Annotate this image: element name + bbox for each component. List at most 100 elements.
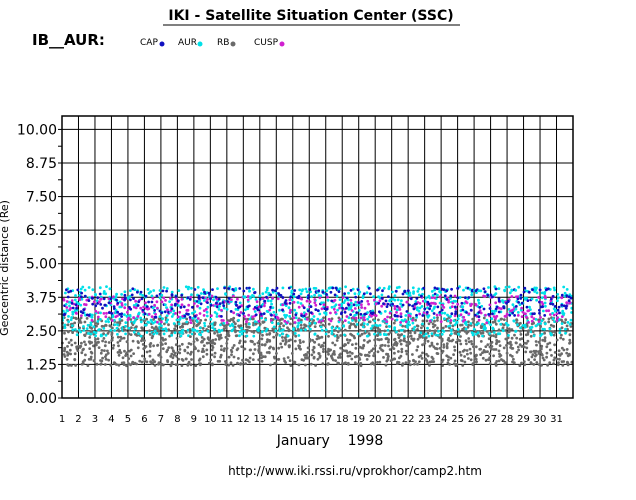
point-aur [71,328,75,332]
point-cusp [435,313,439,317]
point-aur [196,329,199,333]
x-tick-label: 15 [286,414,299,425]
point-rb [378,346,382,350]
x-tick-label: 19 [352,414,365,425]
point-rb [365,329,369,333]
point-aur [152,332,156,336]
point-cap [325,293,328,296]
point-cap [360,300,364,303]
point-aur [190,286,193,290]
point-rb [83,334,87,337]
point-aur [290,289,294,293]
point-aur [252,287,255,291]
point-rb [206,337,210,340]
point-rb [479,340,483,343]
point-rb [171,356,175,360]
point-rb [438,346,442,350]
point-cap [186,296,190,299]
point-aur [104,292,108,296]
point-rb [472,345,475,348]
point-cusp [393,307,397,311]
point-rb [180,358,184,361]
point-rb [268,339,271,342]
point-cusp [150,315,154,318]
point-cusp [90,318,94,322]
point-rb [65,357,69,361]
point-rb [494,348,498,351]
point-rb [190,350,193,354]
point-rb [148,349,152,353]
point-cap [297,296,300,300]
point-cap [391,302,394,306]
point-cap [519,297,523,300]
point-rb [351,343,354,346]
point-aur [350,304,353,308]
point-rb [99,351,103,355]
point-rb [433,319,436,323]
point-cusp [196,304,199,308]
point-aur [336,308,339,312]
point-cap [345,306,348,310]
point-aur [70,316,73,319]
point-cap [362,292,366,296]
point-rb [151,334,155,338]
point-cap [270,313,273,317]
point-rb [460,359,464,363]
point-aur [128,294,132,298]
point-rb [224,363,228,366]
point-rb [189,335,192,338]
point-rb [234,322,237,326]
point-rb [452,362,456,366]
point-rb [269,363,272,367]
point-rb [416,362,419,366]
point-cusp [293,321,297,324]
point-aur [90,315,94,319]
point-rb [560,326,564,330]
point-rb [471,363,475,366]
point-aur [449,297,452,300]
point-rb [318,354,322,358]
point-cusp [80,314,83,317]
point-cap [449,294,453,298]
point-aur [556,299,559,303]
point-aur [516,323,519,327]
point-rb [513,333,516,337]
point-rb [522,360,526,363]
point-cap [275,286,279,290]
point-cap [483,290,487,294]
point-aur [543,301,547,305]
point-cap [443,294,447,298]
point-cap [143,312,147,316]
point-rb [79,321,83,324]
point-aur [126,297,130,300]
point-rb [393,351,396,355]
point-rb [186,345,190,349]
legend-marker-cap [159,41,165,47]
point-aur [102,327,106,330]
point-rb [447,336,451,340]
source-url[interactable]: http://www.iki.rssi.ru/vprokhor/camp2.ht… [228,464,482,478]
point-rb [377,338,381,342]
point-rb [213,342,217,345]
point-rb [167,346,171,349]
point-cap [197,297,201,300]
y-tick-label: 5.00 [26,257,57,273]
point-aur [77,302,80,305]
point-rb [75,330,79,333]
point-aur [343,333,346,337]
point-cusp [255,300,259,304]
point-rb [510,336,514,340]
chart-title: IKI - Satellite Situation Center (SSC) [168,8,453,24]
point-aur [65,309,69,312]
point-aur [426,306,429,310]
point-cap [287,286,291,290]
point-rb [445,346,449,350]
point-cusp [121,297,124,301]
point-cap [525,305,529,309]
point-cap [329,290,333,294]
point-rb [69,352,72,356]
point-cusp [243,315,246,318]
point-aur [330,326,334,330]
point-cusp [102,312,106,315]
point-aur [71,310,75,314]
